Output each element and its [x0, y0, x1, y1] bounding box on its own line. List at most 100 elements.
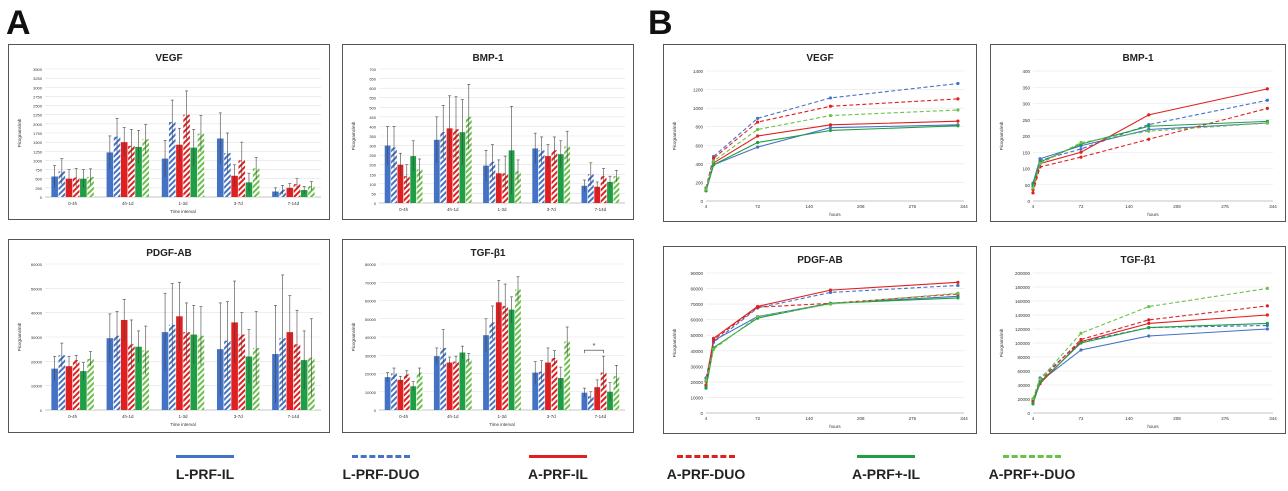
x-tick-label: 276 — [909, 204, 917, 209]
bar — [161, 158, 169, 197]
bar — [397, 164, 404, 203]
legend-item: A-PRF-IL — [498, 455, 618, 482]
data-point — [756, 140, 760, 145]
x-tick-label: 344 — [1269, 416, 1277, 421]
y-tick-label: 100 — [1022, 167, 1030, 172]
bar — [587, 396, 594, 410]
y-axis-label: Picograms/mb — [17, 118, 22, 147]
x-axis-label: hours — [1147, 212, 1159, 217]
series-line — [1032, 287, 1268, 399]
y-tick-label: 70000 — [690, 302, 703, 307]
data-point — [1079, 140, 1083, 145]
legend-item: A-PRF+-IL — [826, 455, 946, 482]
legend-item: A-PRF-DUO — [646, 455, 766, 482]
x-tick-label: 72 — [1078, 204, 1084, 209]
y-tick-label: 30000 — [690, 364, 703, 369]
y-tick-label: 20000 — [365, 372, 377, 377]
bmp1-bar-chart: BMP-1 0 50 100 150 200 250 300 350 400 450 500 550 60… — [342, 44, 634, 220]
chart-title: PDGF-AB — [146, 248, 192, 259]
series-line — [705, 281, 958, 386]
series-line — [705, 109, 958, 190]
data-point — [956, 81, 960, 86]
y-tick-label: 200 — [1022, 134, 1030, 139]
bar — [113, 136, 121, 197]
bar — [106, 338, 114, 410]
data-point — [756, 145, 760, 149]
x-tick-label: 140 — [805, 204, 813, 209]
bar — [453, 361, 459, 410]
data-point — [1031, 191, 1035, 195]
y-tick-label: 0 — [374, 408, 377, 413]
bar — [600, 372, 607, 410]
legend: L-PRF-IL L-PRF-DUO A-PRF-IL A-PRF-DUO A-… — [0, 455, 1288, 491]
bar — [168, 122, 176, 197]
bar — [197, 335, 205, 410]
data-point — [956, 108, 960, 112]
legend-label: A-PRF+-DUO — [988, 466, 1076, 482]
chart-title: BMP-1 — [1122, 53, 1154, 64]
y-tick-label: 20000 — [690, 380, 703, 385]
bar — [446, 362, 453, 410]
bar — [495, 302, 502, 410]
legend-label: A-PRF+-IL — [851, 466, 921, 482]
vegf-line-chart: VEGF 0 200 400 600 800 1000 1200 1400 Picograms/m… — [663, 44, 977, 222]
data-point — [1031, 397, 1035, 401]
y-tick-label: 20000 — [31, 359, 43, 364]
bar — [168, 324, 176, 410]
y-tick-label: 0 — [40, 195, 43, 200]
bar-chart-svg: TGF-β1 0 10000 20000 30000 40000 50000 60000 700… — [351, 248, 625, 427]
data-point — [756, 120, 760, 124]
bar — [587, 174, 594, 203]
legend-label: L-PRF-DUO — [342, 466, 420, 482]
y-tick-label: 120000 — [1015, 327, 1031, 332]
bar — [459, 352, 466, 410]
legend-item: L-PRF-DUO — [321, 455, 441, 482]
legend-line — [529, 455, 587, 458]
series-line — [705, 295, 958, 387]
bar — [483, 165, 489, 203]
x-tick-label: 4 — [705, 204, 708, 209]
bar — [142, 350, 150, 410]
bar-chart-svg: PDGF-AB 0 10000 20000 30000 40000 50000 60000 Pi… — [17, 248, 321, 427]
data-point — [828, 290, 833, 295]
y-tick-label: 700 — [369, 67, 376, 72]
y-tick-label: 50 — [1025, 183, 1031, 188]
y-tick-label: 160000 — [1015, 299, 1031, 304]
data-point — [711, 347, 716, 351]
bar — [238, 160, 246, 197]
bar — [135, 146, 142, 197]
data-point — [1147, 137, 1151, 141]
y-axis-label: Picograms/mb — [351, 322, 356, 351]
y-tick-label: 3500 — [33, 67, 43, 72]
bar — [581, 392, 588, 410]
y-tick-label: 600 — [369, 86, 376, 91]
series-line — [705, 293, 958, 382]
y-tick-label: 30000 — [31, 335, 43, 340]
bar — [459, 132, 466, 203]
x-tick-label: 3-7d — [234, 201, 244, 206]
bar — [183, 114, 190, 197]
y-tick-label: 30000 — [365, 353, 377, 358]
x-tick-label: 1-3d — [178, 414, 188, 419]
bar — [607, 181, 613, 203]
x-axis-label: Time interval — [489, 422, 515, 427]
bar — [391, 147, 397, 203]
legend-item: A-PRF+-DUO — [972, 455, 1092, 482]
data-point — [828, 288, 833, 292]
bar — [532, 372, 539, 410]
series-line — [1032, 107, 1268, 194]
data-point — [1079, 150, 1083, 154]
y-tick-label: 400 — [369, 124, 376, 129]
bar — [197, 133, 205, 197]
y-tick-label: 40000 — [365, 335, 377, 340]
x-tick-label: 72 — [755, 204, 761, 209]
y-tick-label: 200 — [695, 180, 703, 185]
y-tick-label: 250 — [35, 186, 42, 191]
y-tick-label: 300 — [1022, 102, 1030, 107]
y-tick-label: 1400 — [693, 69, 704, 74]
chart-title: VEGF — [155, 53, 182, 64]
chart-title: PDGF-AB — [797, 255, 843, 266]
bar — [58, 355, 66, 410]
bar — [594, 387, 601, 410]
bar — [65, 366, 73, 410]
